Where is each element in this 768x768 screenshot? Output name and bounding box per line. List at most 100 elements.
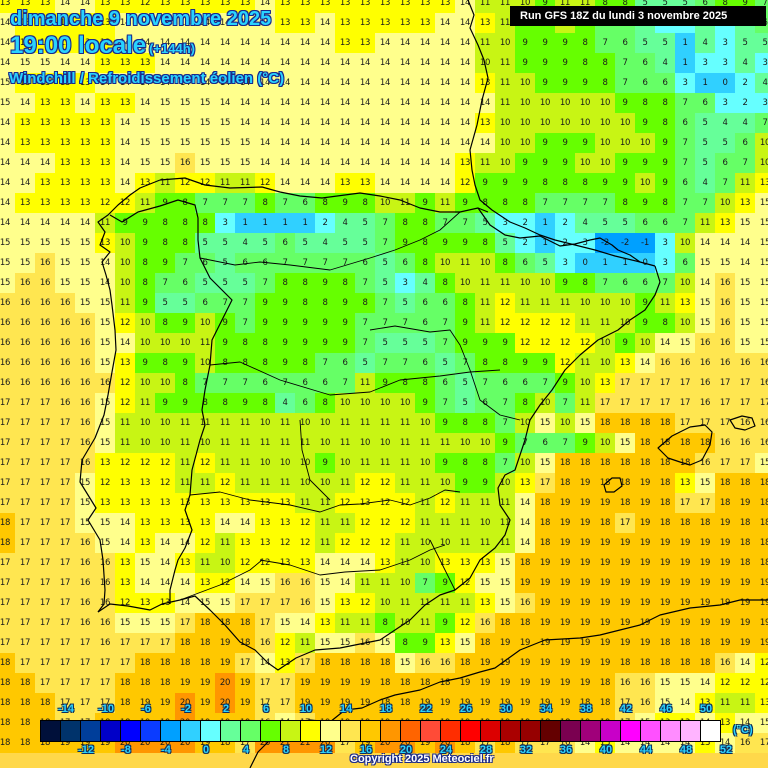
grid-value: 13	[35, 93, 55, 113]
grid-value: 14	[215, 13, 235, 33]
legend-swatch	[201, 721, 221, 741]
grid-value: 18	[615, 653, 635, 673]
grid-value: 14	[235, 93, 255, 113]
grid-value: 10	[595, 133, 615, 153]
grid-value: 19	[675, 533, 695, 553]
grid-value: 8	[315, 393, 335, 413]
grid-value: 19	[555, 593, 575, 613]
grid-value: 13	[275, 0, 295, 13]
grid-value: 14	[275, 173, 295, 193]
grid-value: 16	[75, 313, 95, 333]
grid-value: 19	[475, 673, 495, 693]
grid-value: 11	[255, 473, 275, 493]
grid-value: 15	[695, 473, 715, 493]
grid-value: 7	[615, 73, 635, 93]
grid-value: 14	[435, 53, 455, 73]
grid-value: 14	[375, 153, 395, 173]
grid-value: 19	[475, 693, 495, 713]
grid-value: 11	[335, 413, 355, 433]
grid-value: 11	[195, 553, 215, 573]
grid-value: 14	[175, 13, 195, 33]
grid-value: 10	[615, 313, 635, 333]
grid-value: 7	[675, 193, 695, 213]
grid-value: 17	[15, 453, 35, 473]
grid-value: 12	[335, 493, 355, 513]
grid-value: 7	[315, 253, 335, 273]
grid-value: 10	[475, 53, 495, 73]
grid-value: 10	[255, 413, 275, 433]
grid-value: 19	[735, 573, 755, 593]
grid-value: 8	[575, 53, 595, 73]
grid-value: 15	[95, 293, 115, 313]
grid-value: 10	[535, 273, 555, 293]
grid-value: 15	[75, 493, 95, 513]
grid-value: 18	[535, 533, 555, 553]
grid-value: 7	[595, 33, 615, 53]
grid-value: 12	[755, 673, 768, 693]
grid-value: 19	[595, 553, 615, 573]
grid-value: 19	[635, 633, 655, 653]
legend-label-top: -10	[98, 703, 114, 715]
grid-value: 19	[595, 493, 615, 513]
grid-value: 14	[415, 53, 435, 73]
grid-value: 13	[475, 13, 495, 33]
grid-value: 15	[55, 233, 75, 253]
grid-value: 19	[715, 553, 735, 573]
grid-value: 10	[575, 153, 595, 173]
grid-value: 16	[35, 253, 55, 273]
grid-value: 17	[0, 593, 15, 613]
grid-value: 15	[195, 153, 215, 173]
grid-value: 11	[295, 433, 315, 453]
grid-value: 16	[35, 313, 55, 333]
grid-value: 17	[695, 493, 715, 513]
grid-value: 13	[115, 53, 135, 73]
grid-value: 18	[635, 413, 655, 433]
grid-value: 18	[595, 413, 615, 433]
grid-value: 6	[735, 133, 755, 153]
grid-value: 15	[755, 253, 768, 273]
grid-value: 18	[675, 433, 695, 453]
grid-value: 9	[415, 193, 435, 213]
grid-value: 11	[715, 693, 735, 713]
grid-value: 12	[115, 393, 135, 413]
grid-value: 12	[95, 193, 115, 213]
grid-value: 17	[15, 613, 35, 633]
grid-value: 8	[255, 393, 275, 413]
grid-value: 5	[295, 233, 315, 253]
grid-value: 17	[735, 453, 755, 473]
grid-value: 19	[535, 593, 555, 613]
grid-value: 7	[355, 273, 375, 293]
grid-value: 8	[155, 233, 175, 253]
grid-value: 12	[175, 173, 195, 193]
grid-value: 17	[55, 413, 75, 433]
grid-value: 10	[755, 133, 768, 153]
grid-value: 8	[575, 173, 595, 193]
grid-value: 9	[135, 213, 155, 233]
grid-value: 11	[375, 413, 395, 433]
grid-value: 18	[675, 653, 695, 673]
grid-value: 16	[695, 353, 715, 373]
grid-value: 12	[115, 313, 135, 333]
grid-value: 14	[215, 513, 235, 533]
grid-value: 11	[215, 413, 235, 433]
legend-swatch	[701, 721, 720, 741]
grid-value: 15	[735, 213, 755, 233]
grid-value: 13	[315, 0, 335, 13]
legend-swatch	[441, 721, 461, 741]
grid-value: 19	[595, 653, 615, 673]
grid-value: 7	[315, 353, 335, 373]
legend-label-top: 10	[299, 703, 313, 715]
grid-value: 14	[295, 613, 315, 633]
grid-value: 19	[215, 633, 235, 653]
grid-value: 9	[555, 53, 575, 73]
grid-value: 7	[435, 393, 455, 413]
grid-value: 8	[635, 93, 655, 113]
grid-value: 14	[635, 353, 655, 373]
grid-value: 14	[275, 53, 295, 73]
grid-value: 16	[15, 333, 35, 353]
grid-value: 10	[575, 293, 595, 313]
grid-value: 17	[75, 653, 95, 673]
grid-value: 14	[375, 73, 395, 93]
grid-value: 4	[575, 213, 595, 233]
